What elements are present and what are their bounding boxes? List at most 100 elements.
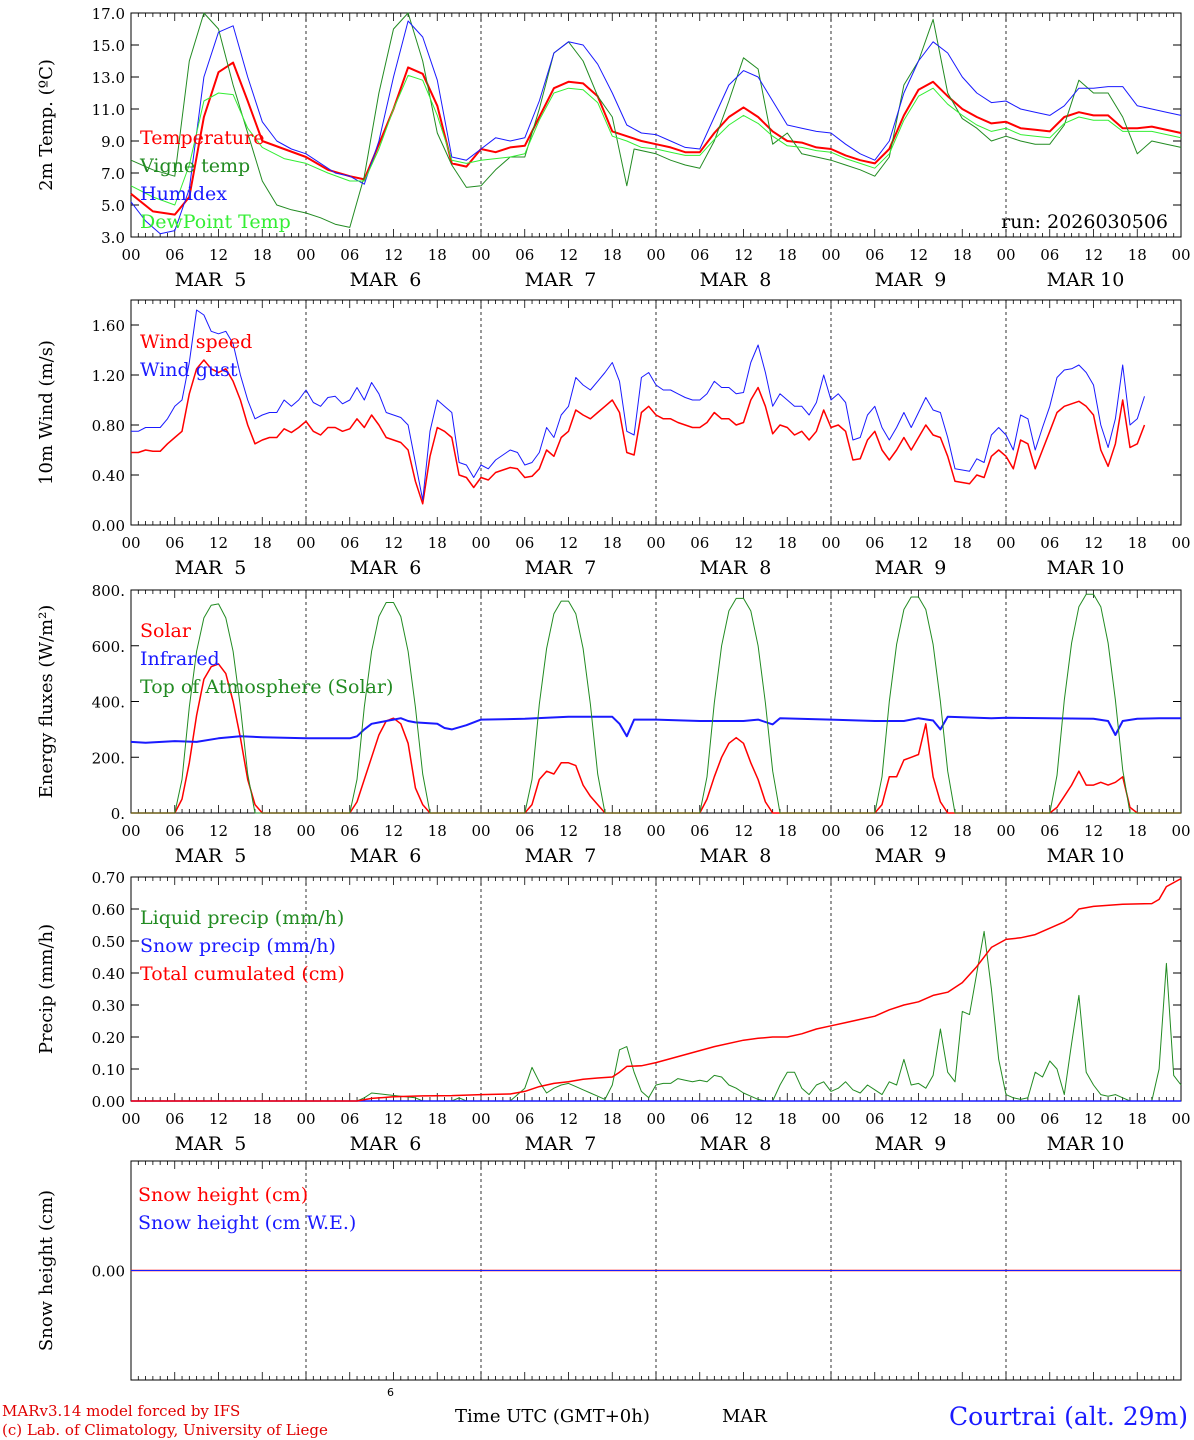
x-tick-label: 06: [165, 1110, 184, 1128]
x-tick-label: 18: [778, 534, 797, 552]
day-label: MAR 9: [875, 845, 947, 867]
day-label: MAR 8: [700, 1133, 772, 1155]
panel-flux: 0. 200. 400. 600. 800. Energy fluxes (W/m²) 00…: [36, 582, 1191, 867]
x-tick-label: 00: [471, 246, 490, 264]
x-tick-label: 18: [1128, 822, 1147, 840]
x-tick-label: 00: [121, 1110, 140, 1128]
day-label: MAR 7: [525, 557, 597, 579]
legend-entry: Snow height (cm W.E.): [138, 1212, 356, 1234]
x-tick-label: 12: [384, 822, 403, 840]
y-tick-label: 1.20: [92, 367, 125, 385]
series-temp-1: [130, 12, 1182, 228]
legend-entry: Top of Atmosphere (Solar): [140, 676, 393, 698]
x-tick-label: 00: [1171, 534, 1190, 552]
x-tick-label: 00: [1171, 1110, 1190, 1128]
x-tick-label: 18: [253, 822, 272, 840]
legend-entry: Liquid precip (mm/h): [140, 907, 344, 929]
y-axis-title: 2m Temp. (ºC): [36, 59, 57, 191]
y-axis-title: Snow height (cm): [36, 1190, 57, 1351]
x-tick-label: 00: [296, 246, 315, 264]
x-tick-label: 06: [165, 822, 184, 840]
y-tick-label: 800.: [92, 582, 125, 600]
x-tick-label: 18: [428, 534, 447, 552]
day-label: MAR 9: [875, 557, 947, 579]
x-tick-label: 12: [909, 246, 928, 264]
x-tick-label: 12: [559, 1110, 578, 1128]
y-tick-label: 0.10: [92, 1061, 125, 1079]
day-label: MAR 6: [350, 1133, 422, 1155]
x-tick-label: 00: [996, 1110, 1015, 1128]
y-tick-label: 17.0: [92, 5, 125, 23]
day-label: MAR 5: [175, 557, 247, 579]
y-tick-label: 0.40: [92, 965, 125, 983]
x-tick-label: 18: [428, 246, 447, 264]
x-tick-label: 00: [1171, 246, 1190, 264]
y-tick-label: 0.: [111, 805, 125, 823]
day-label: MAR 10: [1047, 269, 1125, 291]
y-tick-label: 400.: [92, 694, 125, 712]
x-tick-label: 00: [996, 822, 1015, 840]
y-tick-label: 3.0: [101, 229, 125, 247]
x-tick-label: 06: [1040, 246, 1059, 264]
x-tick-label: 12: [909, 534, 928, 552]
legend-entry: Humidex: [140, 183, 227, 205]
legend-entry: DewPoint Temp: [140, 211, 291, 233]
x-tick-label: 12: [734, 534, 753, 552]
legend-entry: Wind speed: [140, 331, 252, 353]
x-tick-label: 00: [821, 534, 840, 552]
x-tick-label: 18: [953, 246, 972, 264]
x-tick-label: 18: [953, 534, 972, 552]
legend-entry: Total cumulated (cm): [140, 963, 345, 985]
day-label: MAR 7: [525, 269, 597, 291]
model-line: MARv3.14 model forced by IFS: [2, 1402, 241, 1420]
x-tick-label: 18: [428, 1110, 447, 1128]
x-tick-label: 06: [865, 246, 884, 264]
x-tick-label: 18: [778, 246, 797, 264]
x-tick-label: 06: [165, 534, 184, 552]
day-label: MAR 9: [875, 269, 947, 291]
legend-entry: Wind gust: [140, 359, 238, 381]
x-tick-label: 18: [603, 1110, 622, 1128]
y-tick-label: 11.0: [92, 101, 125, 119]
x-tick-label: 00: [471, 534, 490, 552]
legend-entry: Infrared: [140, 648, 220, 670]
series-flux-1: [130, 715, 1181, 744]
y-tick-label: 13.0: [92, 69, 125, 87]
x-tick-label: 00: [646, 822, 665, 840]
series-temp-2: [130, 20, 1182, 235]
day-label: MAR 5: [175, 269, 247, 291]
x-tick-label: 00: [471, 822, 490, 840]
x-tick-label: 00: [121, 246, 140, 264]
series-wind-0: [131, 359, 1146, 505]
x-tick-label: 00: [471, 1110, 490, 1128]
x-tick-label: 00: [646, 1110, 665, 1128]
x-tick-label: 06: [865, 1110, 884, 1128]
x-tick-label: 00: [121, 534, 140, 552]
y-tick-label: 5.0: [101, 197, 125, 215]
x-tick-label: 00: [821, 822, 840, 840]
day-label: MAR 5: [175, 845, 247, 867]
x-tick-label: 18: [603, 534, 622, 552]
panel-frame: [130, 12, 1182, 238]
day-label: MAR 6: [350, 845, 422, 867]
x-tick-label: 06: [340, 534, 359, 552]
x-tick-label: 06: [690, 1110, 709, 1128]
x-tick-label: 12: [559, 246, 578, 264]
y-tick-label: 200.: [92, 749, 125, 767]
lab-line: (c) Lab. of Climatology, University of L…: [2, 1421, 328, 1439]
x-tick-label: 06: [1040, 822, 1059, 840]
month-label: MAR: [722, 1406, 767, 1427]
y-tick-label: 600.: [92, 638, 125, 656]
x-tick-label: 06: [690, 246, 709, 264]
y-tick-label: 0.00: [92, 1263, 125, 1281]
x-tick-label: 00: [646, 246, 665, 264]
legend-entry: Temperature: [140, 127, 264, 149]
station-label: Courtrai (alt. 29m): [949, 1402, 1188, 1431]
x-tick-label: 06: [340, 822, 359, 840]
panel-temp: 3.0 5.0 7.0 9.0 11.0 13.0 15.0 17.0 2m Temp. (ºC…: [36, 5, 1191, 291]
x-tick-label: 12: [384, 1110, 403, 1128]
x-tick-label: 18: [253, 246, 272, 264]
x-tick-label: 12: [734, 246, 753, 264]
x-tick-label: 12: [384, 246, 403, 264]
day-label: MAR 8: [700, 269, 772, 291]
